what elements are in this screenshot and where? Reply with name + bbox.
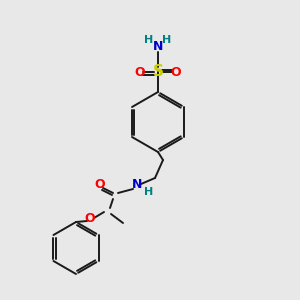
Text: N: N [132,178,142,191]
Text: O: O [135,65,145,79]
Text: H: H [144,35,154,45]
Text: O: O [95,178,105,190]
Text: N: N [153,40,163,52]
Text: O: O [85,212,95,224]
Text: H: H [144,187,154,197]
Text: O: O [171,65,181,79]
Text: S: S [152,64,164,80]
Text: H: H [162,35,172,45]
